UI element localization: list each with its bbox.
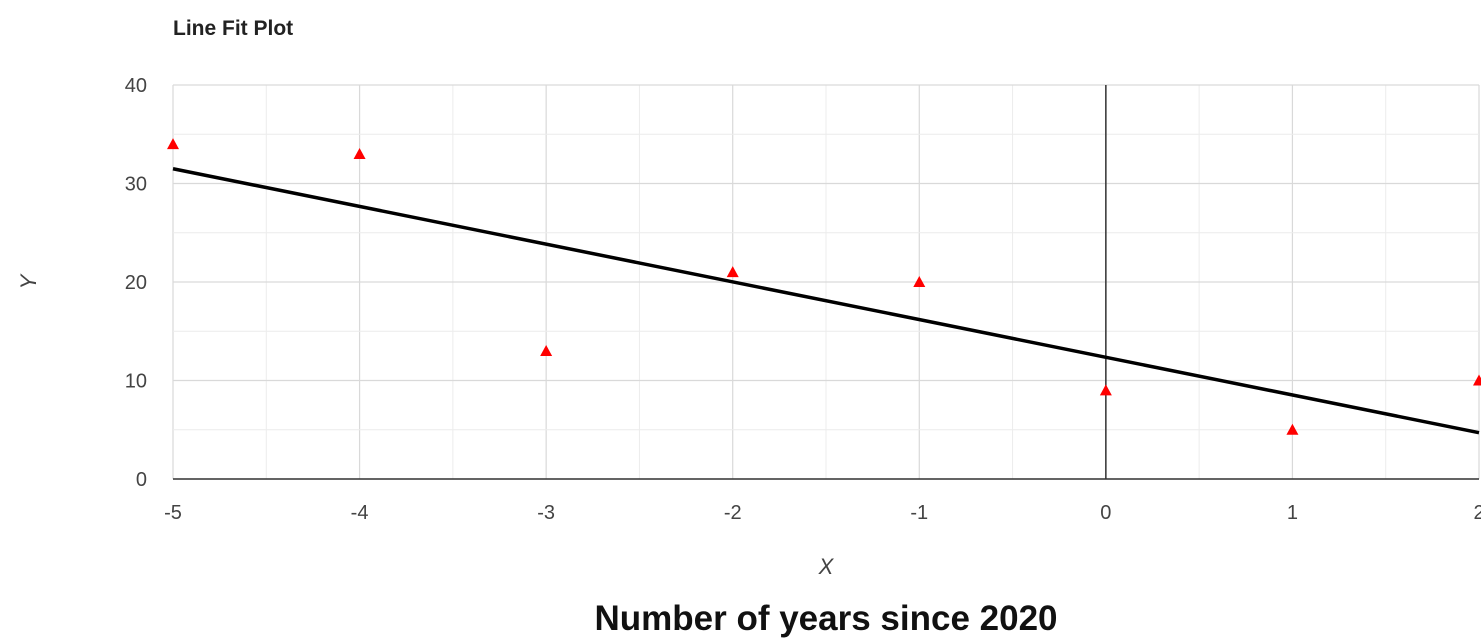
y-tick-labels: 0 10 20 30 40 (125, 75, 147, 491)
x-tick-label: -4 (351, 502, 369, 524)
y-tick-label: 0 (136, 469, 147, 491)
data-point (353, 147, 366, 159)
chart-title: Line Fit Plot (173, 17, 293, 40)
y-tick-label: 30 (125, 174, 147, 196)
x-tick-label: -3 (537, 502, 555, 524)
x-tick-label: 1 (1287, 502, 1298, 524)
y-tick-label: 20 (125, 272, 147, 294)
chart-caption: Number of years since 2020 (594, 599, 1057, 638)
x-tick-label: -5 (164, 502, 182, 524)
data-point (726, 266, 739, 278)
x-tick-labels: -5 -4 -3 -2 -1 0 1 2 (164, 502, 1481, 524)
data-point (1099, 384, 1112, 396)
y-tick-label: 10 (125, 371, 147, 393)
x-tick-label: -1 (910, 502, 928, 524)
x-axis-label: X (818, 554, 835, 579)
data-points (167, 138, 1481, 435)
data-point (1473, 374, 1481, 386)
data-point (540, 344, 553, 356)
fit-line-group (172, 167, 1480, 435)
x-tick-label: -2 (724, 502, 742, 524)
x-tick-label: 2 (1473, 502, 1481, 524)
axes (173, 85, 1479, 480)
y-axis-label: Y (16, 273, 41, 289)
x-tick-label: 0 (1100, 502, 1111, 524)
y-tick-label: 40 (125, 75, 147, 97)
data-point (167, 138, 179, 150)
grid (172, 84, 1480, 480)
data-point (1286, 423, 1299, 435)
data-point (913, 276, 926, 287)
fit-line (172, 167, 1480, 435)
